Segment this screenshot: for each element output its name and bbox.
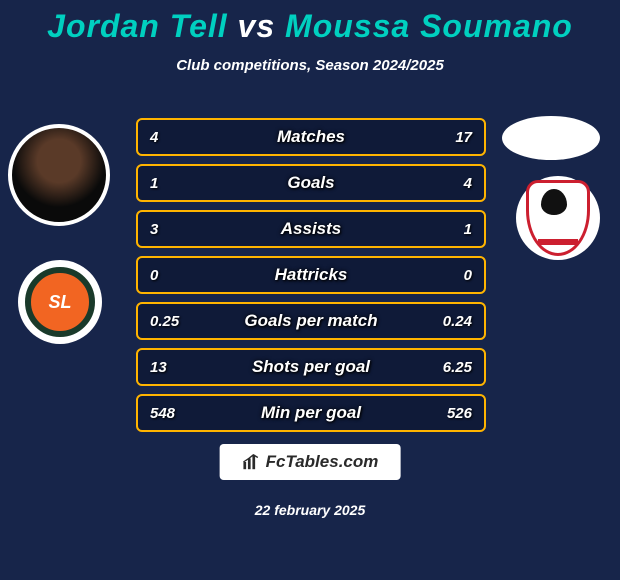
player2-name: Moussa Soumano <box>285 8 573 44</box>
stat-value-right: 1 <box>464 221 472 238</box>
stat-value-right: 17 <box>455 129 472 146</box>
stat-label: Assists <box>281 219 341 239</box>
stat-row: 13 Shots per goal 6.25 <box>136 348 486 386</box>
stat-label: Min per goal <box>261 403 361 423</box>
player1-avatar <box>8 124 110 226</box>
stat-value-right: 6.25 <box>443 359 472 376</box>
stat-value-left: 0.25 <box>150 313 179 330</box>
player1-name: Jordan Tell <box>47 8 228 44</box>
stat-label: Goals per match <box>244 311 377 331</box>
stat-row: 0.25 Goals per match 0.24 <box>136 302 486 340</box>
stat-value-right: 4 <box>464 175 472 192</box>
stat-value-left: 548 <box>150 405 175 422</box>
stats-table: 4 Matches 17 1 Goals 4 3 Assists 1 0 Hat… <box>136 118 486 440</box>
subtitle: Club competitions, Season 2024/2025 <box>0 57 620 74</box>
stat-label: Goals <box>287 173 334 193</box>
club-right-crest <box>526 180 590 256</box>
player1-club-badge: SL <box>18 260 102 344</box>
stat-row: 3 Assists 1 <box>136 210 486 248</box>
stat-value-left: 1 <box>150 175 158 192</box>
stat-row: 4 Matches 17 <box>136 118 486 156</box>
stat-value-left: 4 <box>150 129 158 146</box>
vs-text: vs <box>238 8 276 44</box>
player2-club-badge <box>516 176 600 260</box>
club-left-initials: SL <box>25 267 95 337</box>
stat-value-right: 0.24 <box>443 313 472 330</box>
footer-date: 22 february 2025 <box>255 502 366 518</box>
stat-label: Hattricks <box>275 265 348 285</box>
player2-avatar <box>502 116 600 160</box>
stat-value-left: 13 <box>150 359 167 376</box>
brand-badge: FcTables.com <box>220 444 401 480</box>
stat-label: Matches <box>277 127 345 147</box>
stat-row: 0 Hattricks 0 <box>136 256 486 294</box>
stat-value-right: 526 <box>447 405 472 422</box>
stat-value-left: 3 <box>150 221 158 238</box>
stat-row: 548 Min per goal 526 <box>136 394 486 432</box>
stat-value-left: 0 <box>150 267 158 284</box>
brand-bars-icon <box>242 453 260 471</box>
stat-value-right: 0 <box>464 267 472 284</box>
brand-text: FcTables.com <box>266 452 379 472</box>
stat-label: Shots per goal <box>252 357 370 377</box>
stat-row: 1 Goals 4 <box>136 164 486 202</box>
comparison-title: Jordan Tell vs Moussa Soumano <box>0 0 620 45</box>
